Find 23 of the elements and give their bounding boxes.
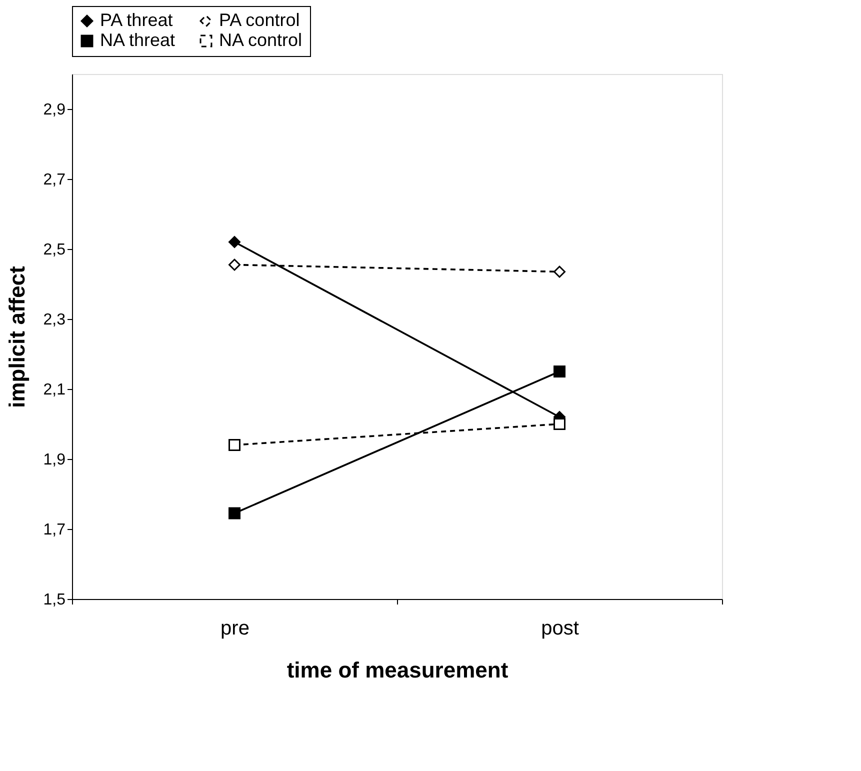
y-tick-label: 2,1 bbox=[43, 382, 66, 398]
x-axis-title: time of measurement bbox=[286, 658, 509, 682]
point bbox=[554, 266, 566, 278]
point bbox=[554, 366, 566, 378]
y-tick-label: 1,5 bbox=[43, 592, 66, 608]
point bbox=[228, 236, 240, 248]
x-tick-label: pre bbox=[220, 618, 250, 640]
legend-label: NA threat bbox=[100, 30, 176, 50]
y-tick-label: 1,7 bbox=[43, 522, 66, 538]
y-axis-title: implicit affect bbox=[4, 265, 30, 408]
y-tick-label: 2,7 bbox=[43, 172, 66, 188]
y-tick-label: 2,5 bbox=[43, 242, 66, 258]
y-tick-label: 2,3 bbox=[43, 312, 66, 328]
legend-label: PA control bbox=[219, 10, 300, 30]
y-tick-label: 2,9 bbox=[43, 102, 66, 118]
point bbox=[228, 507, 240, 520]
point bbox=[554, 418, 566, 430]
point bbox=[228, 258, 240, 271]
legend-label: PA threat bbox=[100, 10, 173, 30]
point bbox=[228, 439, 240, 451]
legend-label: NA control bbox=[219, 30, 302, 50]
x-tick-label: post bbox=[541, 618, 580, 640]
y-tick-label: 1,9 bbox=[43, 452, 66, 468]
